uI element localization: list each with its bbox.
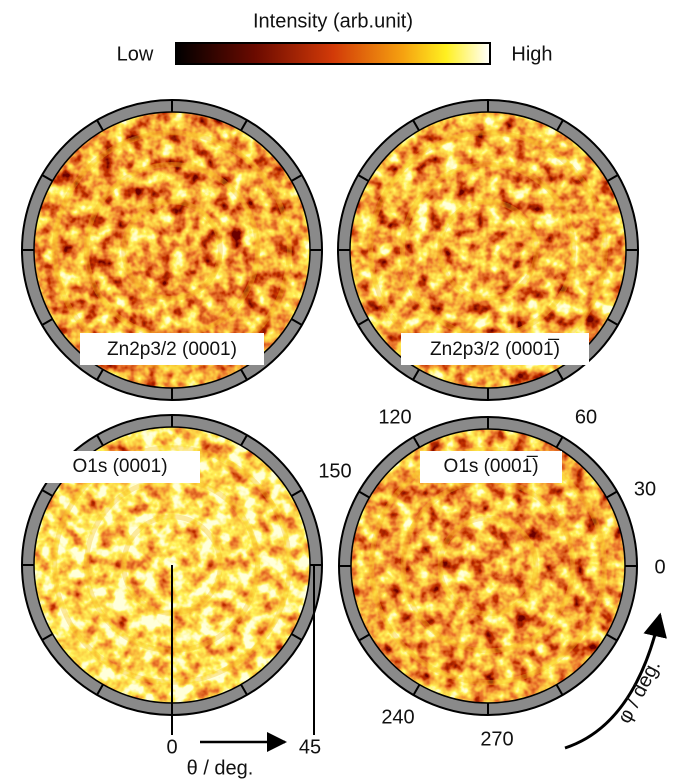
- theta-tick: 0: [166, 736, 177, 758]
- theta-tick: 45: [299, 736, 321, 758]
- panels: [22, 100, 638, 715]
- panel-label: O1s (0001̅): [443, 456, 538, 477]
- colorbar-title: Intensity (arb.unit): [253, 10, 413, 32]
- panel-label: O1s (0001): [72, 456, 167, 477]
- phi-label: φ / deg.: [614, 656, 666, 727]
- phi-tick: 30: [634, 478, 656, 500]
- phi-tick: 150: [318, 460, 351, 482]
- colorbar-low: Low: [117, 43, 154, 65]
- phi-tick: 240: [381, 706, 414, 728]
- figure: Intensity (arb.unit) Low High Zn2p3/2 (0…: [0, 0, 673, 780]
- colorbar-high: High: [511, 43, 552, 65]
- theta-label: θ / deg.: [187, 757, 254, 779]
- phi-tick: 0: [654, 556, 665, 578]
- phi-tick: 270: [480, 728, 513, 750]
- panel-label: Zn2p3/2 (0001̅): [430, 339, 560, 360]
- colorbar: [176, 43, 490, 64]
- phi-tick: 120: [378, 406, 411, 428]
- panel-label: Zn2p3/2 (0001): [107, 339, 237, 360]
- phi-tick: 60: [575, 406, 597, 428]
